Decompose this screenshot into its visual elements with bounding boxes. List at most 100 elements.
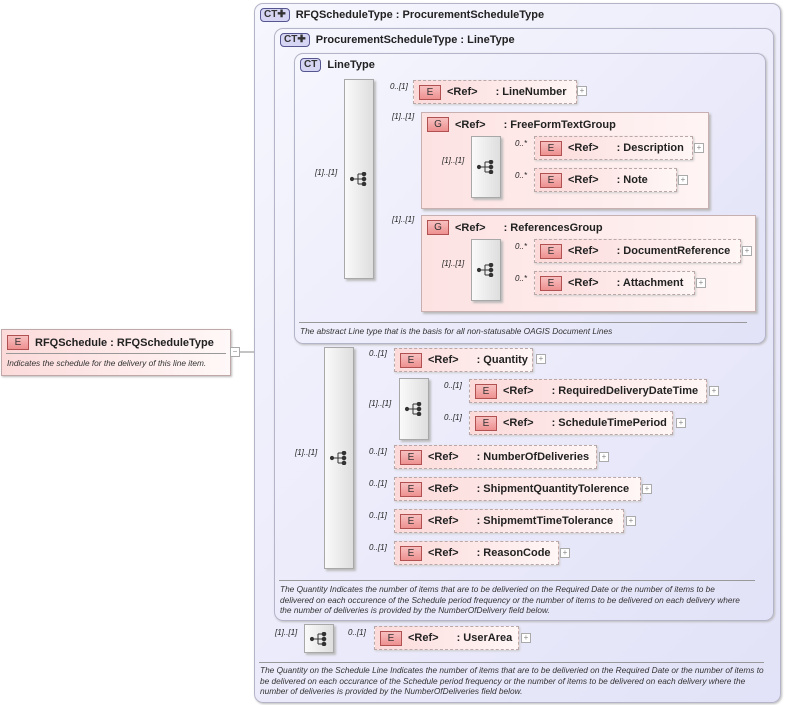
cardinality: [1]..[1] xyxy=(369,399,392,408)
expand-button[interactable]: + xyxy=(560,548,570,558)
cardinality: [1]..[1] xyxy=(442,156,465,165)
group-name: : ReferencesGroup xyxy=(503,221,603,234)
ref-label: <Ref> xyxy=(428,354,459,366)
expand-button[interactable]: + xyxy=(696,278,706,288)
expand-button[interactable]: + xyxy=(626,516,636,526)
element-note[interactable]: E <Ref>: Note xyxy=(534,168,677,192)
expand-button[interactable]: + xyxy=(642,484,652,494)
element-name: : Attachment xyxy=(616,277,684,289)
element-badge-icon: E xyxy=(7,335,29,350)
element-name: : Quantity xyxy=(476,354,528,366)
sequence-icon xyxy=(330,451,348,465)
expand-button[interactable]: + xyxy=(742,246,752,256)
element-badge-icon: E xyxy=(400,545,422,561)
sequence-icon xyxy=(477,263,495,277)
expand-button[interactable]: + xyxy=(577,86,587,96)
expand-button[interactable]: + xyxy=(521,633,531,643)
cardinality: [1]..[1] xyxy=(275,628,298,637)
element-shipmentquantitytolerence[interactable]: E <Ref>: ShipmentQuantityTolerence xyxy=(394,477,641,501)
sequence-compositor[interactable] xyxy=(471,239,501,301)
element-documentreference[interactable]: E <Ref>: DocumentReference xyxy=(534,239,741,263)
expand-button[interactable]: + xyxy=(678,175,688,185)
cardinality: 0..[1] xyxy=(369,511,387,520)
sequence-compositor[interactable] xyxy=(344,79,374,279)
expand-button[interactable]: + xyxy=(709,386,719,396)
ref-label: <Ref> xyxy=(428,547,459,559)
cardinality: 0..[1] xyxy=(369,447,387,456)
divider xyxy=(259,662,764,663)
cardinality: 0..* xyxy=(515,139,528,148)
complex-type-icon: CT xyxy=(300,58,322,72)
ref-label: <Ref> xyxy=(503,417,534,429)
sequence-icon xyxy=(350,172,368,186)
root-description: Indicates the schedule for the delivery … xyxy=(7,358,207,368)
cardinality: [1]..[1] xyxy=(315,168,338,177)
sequence-compositor[interactable] xyxy=(304,624,334,653)
element-badge-icon: E xyxy=(540,243,562,259)
cardinality: [1]..[1] xyxy=(392,215,415,224)
ref-label: <Ref> xyxy=(455,118,486,131)
element-badge-icon: E xyxy=(400,449,422,465)
element-name: : Description xyxy=(616,142,684,154)
group-name: : FreeFormTextGroup xyxy=(503,118,616,131)
ref-label: <Ref> xyxy=(455,221,486,234)
element-badge-icon: E xyxy=(540,275,562,291)
ref-label: <Ref> xyxy=(447,86,478,98)
element-name: : RequiredDeliveryDateTime xyxy=(551,385,699,397)
ref-label: <Ref> xyxy=(568,174,599,186)
expand-button[interactable]: + xyxy=(676,418,686,428)
cardinality: 0..[1] xyxy=(369,543,387,552)
expand-button[interactable]: + xyxy=(694,143,704,153)
sequence-compositor[interactable] xyxy=(324,347,354,569)
root-title: RFQSchedule : RFQScheduleType xyxy=(35,336,214,349)
element-badge-icon: E xyxy=(475,415,497,431)
type-description: The Quantity on the Schedule Line Indica… xyxy=(260,665,764,696)
element-description[interactable]: E <Ref> : Description xyxy=(534,136,693,160)
sequence-icon xyxy=(310,632,328,646)
cardinality: 0..* xyxy=(515,171,528,180)
element-badge-icon: E xyxy=(400,513,422,529)
cardinality: [1]..[1] xyxy=(295,448,318,457)
type-title: LineType xyxy=(327,59,375,71)
element-name: : ReasonCode xyxy=(476,547,551,559)
root-element-rfqschedule[interactable]: E RFQSchedule : RFQScheduleType Indicates… xyxy=(1,329,231,376)
ref-label: <Ref> xyxy=(503,385,534,397)
element-scheduletimeperiod[interactable]: E <Ref> : ScheduleTimePeriod xyxy=(469,411,673,435)
group-freeformtextgroup[interactable]: G <Ref>: FreeFormTextGroup xyxy=(421,112,709,209)
divider xyxy=(299,322,747,323)
element-badge-icon: E xyxy=(540,140,562,156)
expand-button[interactable]: + xyxy=(599,452,609,462)
element-requireddeliverydatetime[interactable]: E <Ref> : RequiredDeliveryDateTime xyxy=(469,379,707,403)
sequence-compositor[interactable] xyxy=(399,378,429,440)
element-attachment[interactable]: E <Ref> : Attachment xyxy=(534,271,695,295)
ref-label: <Ref> xyxy=(428,483,459,495)
element-numberofdeliveries[interactable]: E <Ref>: NumberOfDeliveries xyxy=(394,445,597,469)
cardinality: 0..[1] xyxy=(444,413,462,422)
element-shipmemttimetolerance[interactable]: E <Ref>: ShipmemtTimeTolerance xyxy=(394,509,624,533)
element-quantity[interactable]: E <Ref>: Quantity xyxy=(394,348,533,372)
element-name: : DocumentReference xyxy=(616,245,731,257)
sequence-icon xyxy=(405,402,423,416)
cardinality: 0..[1] xyxy=(369,349,387,358)
element-badge-icon: E xyxy=(475,383,497,399)
cardinality: 0..[1] xyxy=(348,628,366,637)
cardinality: 0..[1] xyxy=(369,479,387,488)
element-badge-icon: E xyxy=(380,630,402,646)
sequence-compositor[interactable] xyxy=(471,136,501,198)
ref-label: <Ref> xyxy=(408,632,439,644)
element-reasoncode[interactable]: E <Ref> : ReasonCode xyxy=(394,541,559,565)
cardinality: 0..[1] xyxy=(390,82,408,91)
element-userarea[interactable]: E <Ref>: UserArea xyxy=(374,626,519,650)
type-title: RFQScheduleType : ProcurementScheduleTyp… xyxy=(295,9,545,21)
collapse-button[interactable]: − xyxy=(230,347,240,357)
complex-type-extension-icon: CT✚ xyxy=(260,8,290,22)
expand-button[interactable]: + xyxy=(536,354,546,364)
divider xyxy=(6,353,226,354)
type-description: The Quantity Indicates the number of ite… xyxy=(280,584,740,615)
element-linenumber[interactable]: E <Ref>: LineNumber xyxy=(413,80,577,104)
element-name: : ScheduleTimePeriod xyxy=(551,417,667,429)
ref-label: <Ref> xyxy=(568,142,599,154)
element-name: : ShipmemtTimeTolerance xyxy=(476,515,614,527)
ref-label: <Ref> xyxy=(428,451,459,463)
ref-label: <Ref> xyxy=(568,277,599,289)
